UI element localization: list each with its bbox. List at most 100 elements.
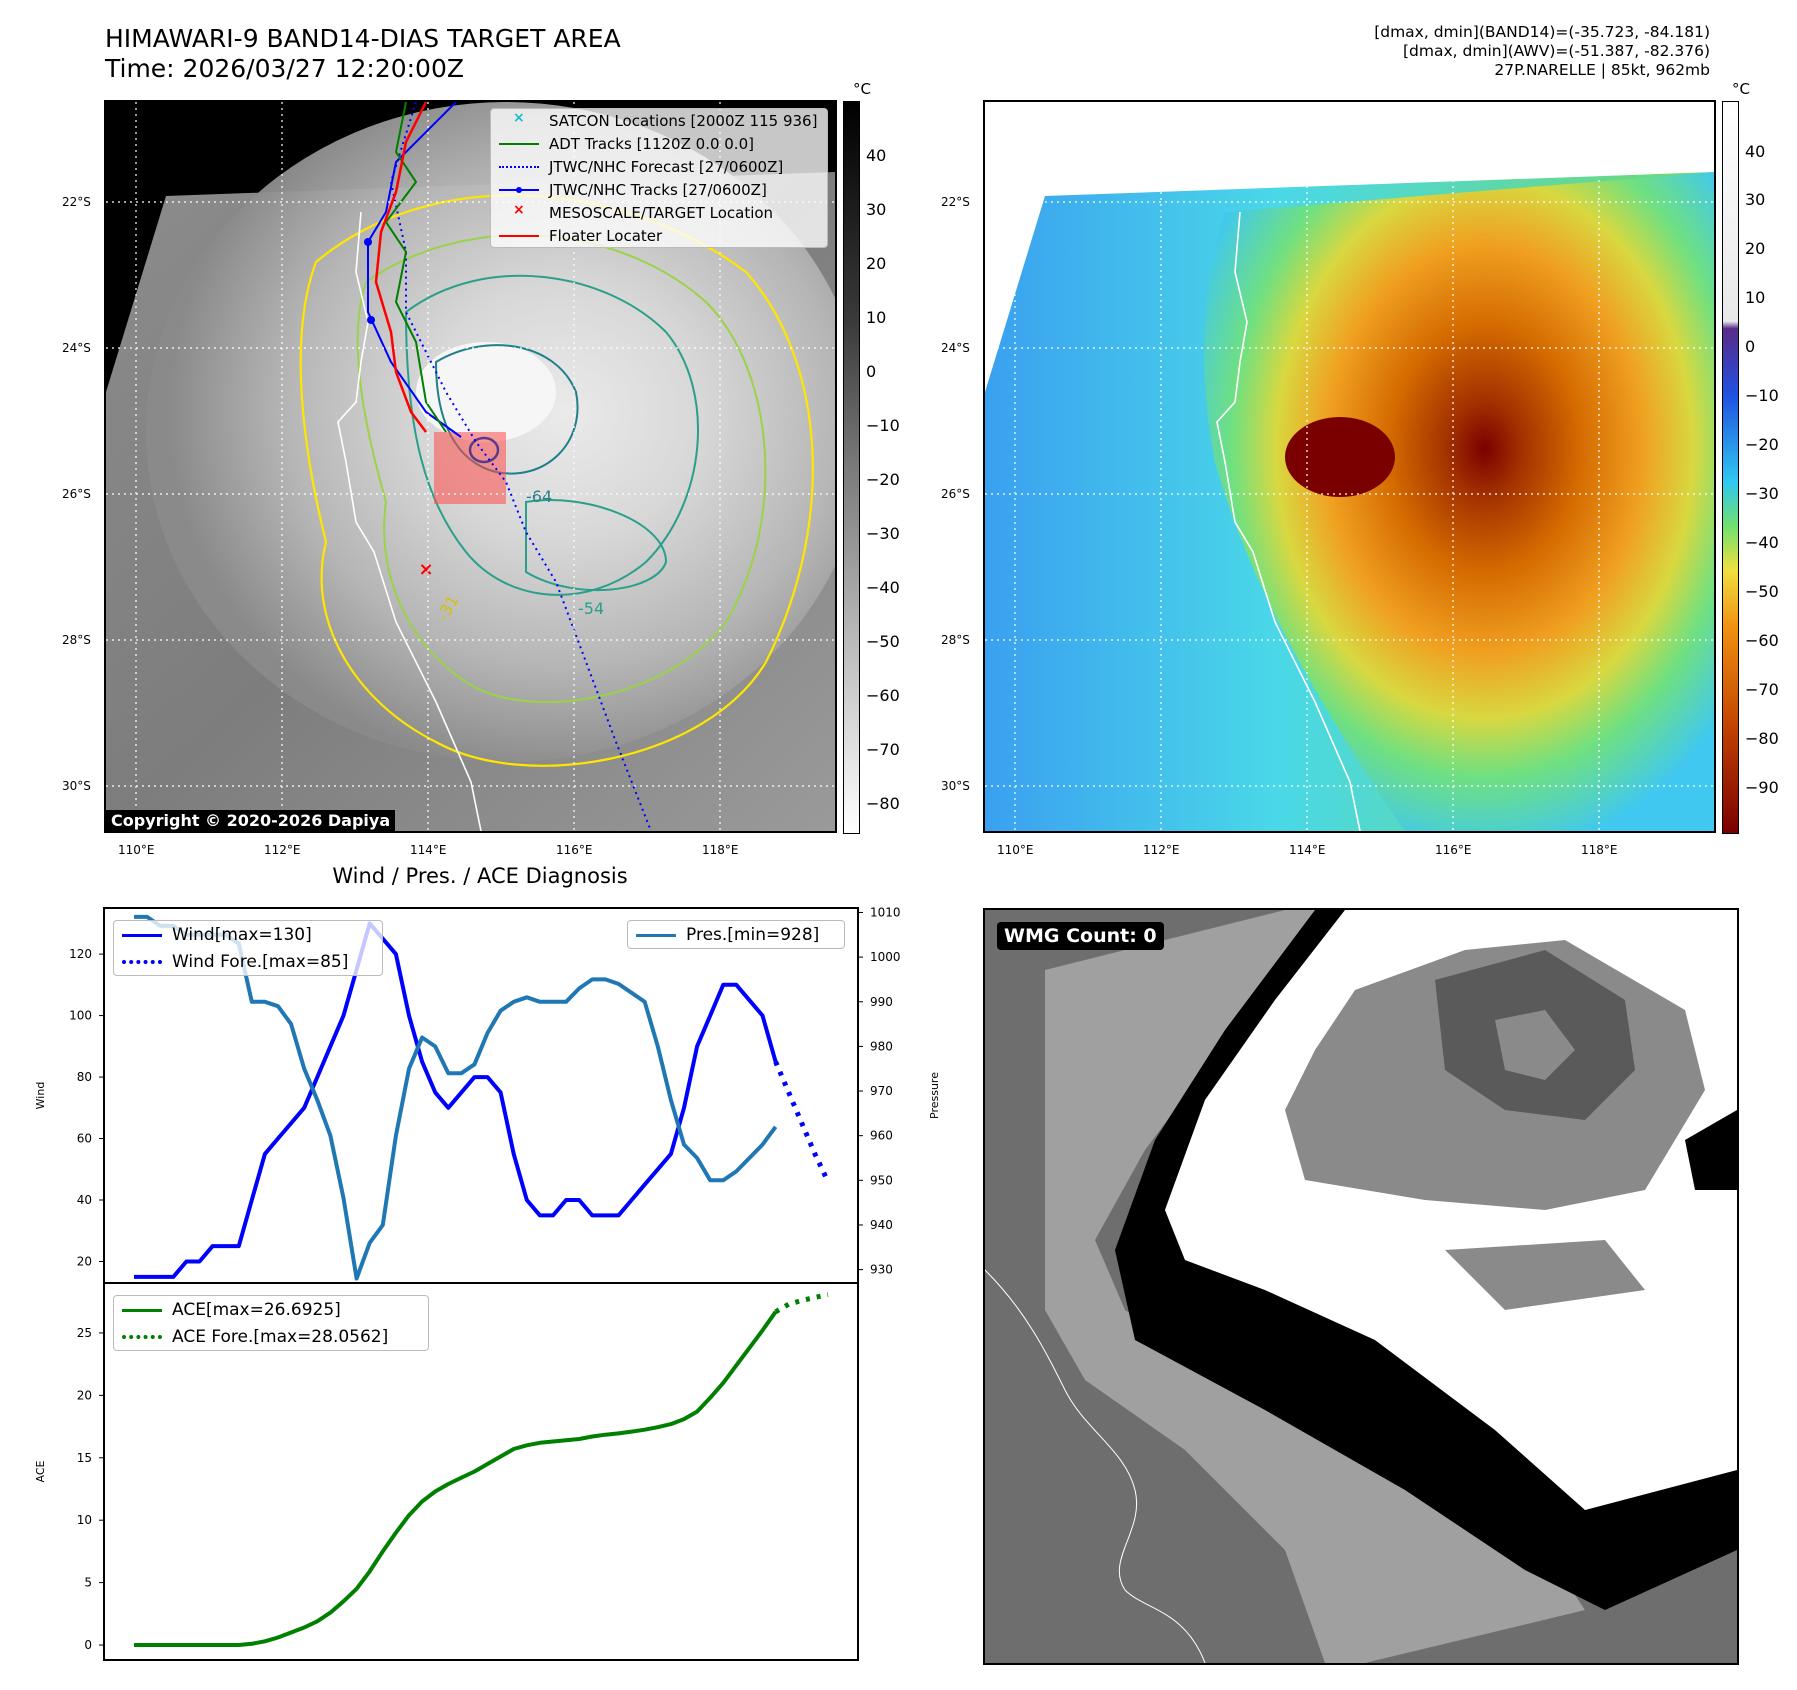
- legend-label: ADT Tracks [1120Z 0.0 0.0]: [549, 134, 754, 153]
- y-axis-label: ACE: [34, 1460, 47, 1482]
- legend-swatch: ×: [513, 109, 525, 126]
- lon-label: 110°E: [997, 843, 1034, 857]
- lat-label: 24°S: [62, 341, 91, 355]
- legend-swatch: [499, 160, 539, 174]
- color-map-svg: [985, 102, 1714, 831]
- wmg-class-black: [1115, 910, 1737, 1610]
- y-tick-label: 20: [77, 1254, 92, 1268]
- wind-legend: Wind[max=130] Wind Fore.[max=85]: [113, 920, 383, 976]
- jtwc-forecast-track: [389, 102, 652, 831]
- legend-item: JTWC/NHC Forecast [27/0600Z]: [491, 155, 827, 178]
- cb-tick: 20: [1745, 239, 1766, 258]
- legend-swatch: [122, 928, 162, 942]
- lat-label: 24°S: [941, 341, 970, 355]
- figure-title: HIMAWARI-9 BAND14-DIAS TARGET AREA Time:…: [105, 24, 621, 84]
- lon-label: 116°E: [1435, 843, 1472, 857]
- eye-contour: [468, 436, 500, 464]
- y2-tick-label: 930: [870, 1263, 893, 1277]
- jtwc-track: [367, 102, 462, 438]
- ir-grayscale-map: -64 -54 -31 × × SATCON Locations [2000Z 1…: [104, 100, 837, 833]
- jtwc-track-point: [367, 316, 375, 324]
- coastline: [985, 1269, 1206, 1663]
- cb-tick: 0: [866, 362, 877, 381]
- cb-tick: −10: [1745, 386, 1779, 405]
- legend-item: JTWC/NHC Tracks [27/0600Z]: [491, 178, 827, 201]
- y2-tick-label: 970: [870, 1084, 893, 1098]
- legend-item: ACE[max=26.6925]: [114, 1296, 428, 1323]
- ir-color-map: [983, 100, 1716, 833]
- cb-tick: −40: [866, 578, 900, 597]
- legend-swatch: [499, 137, 539, 151]
- info-line-3: 27P.NARELLE | 85kt, 962mb: [1494, 61, 1710, 79]
- legend-label: JTWC/NHC Tracks [27/0600Z]: [549, 180, 767, 199]
- legend-label: Wind[max=130]: [172, 924, 312, 945]
- legend-item: Pres.[min=928]: [628, 921, 844, 948]
- cb-tick: −80: [1745, 729, 1779, 748]
- cb-tick: −60: [1745, 631, 1779, 650]
- legend-swatch: [122, 955, 162, 969]
- cb-tick: 0: [1745, 337, 1756, 356]
- series-line-0: [134, 921, 778, 1279]
- cb-tick: 10: [1745, 288, 1766, 307]
- legend-label: Wind Fore.[max=85]: [172, 951, 349, 972]
- color-storm-field: [1204, 172, 1714, 831]
- info-line-2: [dmax, dmin](AWV)=(-51.387, -82.376): [1403, 42, 1710, 60]
- wmg-panel: WMG Count: 0: [983, 908, 1739, 1665]
- cb-tick: −70: [1745, 680, 1779, 699]
- contour-label-64: -64: [526, 487, 552, 506]
- y-tick-label: 40: [77, 1193, 92, 1207]
- color-colorbar: [1722, 101, 1739, 834]
- lon-label: 118°E: [702, 843, 739, 857]
- contour-label-54: -54: [578, 599, 604, 618]
- y2-tick-label: 1010: [870, 905, 901, 919]
- cb-tick: −70: [866, 740, 900, 759]
- ir-map-svg: -64 -54 -31 ×: [106, 102, 835, 831]
- jtwc-track-point: [364, 238, 372, 246]
- color-map-gridlines: [985, 102, 1714, 831]
- lat-label: 28°S: [941, 633, 970, 647]
- cb-tick: −30: [866, 524, 900, 543]
- series-line-0: [134, 1310, 778, 1647]
- cb-tick: −40: [1745, 533, 1779, 552]
- y2-tick-label: 940: [870, 1218, 893, 1232]
- y-tick-label: 20: [77, 1388, 92, 1402]
- legend-label: Pres.[min=928]: [686, 924, 820, 945]
- series-line-1: [773, 1060, 831, 1183]
- contour-green: [356, 234, 767, 703]
- coastline: [1216, 211, 1361, 831]
- legend-label: Floater Locater: [549, 226, 663, 245]
- legend-label: ACE[max=26.6925]: [172, 1299, 341, 1320]
- legend-item: Wind[max=130]: [114, 921, 382, 948]
- y2-tick-label: 1000: [870, 950, 901, 964]
- cb-tick: 40: [866, 146, 887, 165]
- y-tick-label: 25: [77, 1326, 92, 1340]
- y-tick-label: 15: [77, 1451, 92, 1465]
- cb-tick: −10: [866, 416, 900, 435]
- cb-tick: −50: [866, 632, 900, 651]
- lat-label: 28°S: [62, 633, 91, 647]
- cold-cloud-core: [416, 342, 556, 442]
- diagnosis-title: Wind / Pres. / ACE Diagnosis: [332, 864, 628, 888]
- y-tick-label: 60: [77, 1132, 92, 1146]
- legend-swatch: [122, 1303, 162, 1317]
- wmg-eye-region: [1495, 1010, 1575, 1080]
- legend-item: × SATCON Locations [2000Z 115 936]: [491, 109, 827, 132]
- y2-tick-label: 960: [870, 1129, 893, 1143]
- legend-swatch: [122, 1330, 162, 1344]
- lon-label: 114°E: [410, 843, 447, 857]
- cb-tick: 30: [866, 200, 887, 219]
- y-tick-label: 120: [69, 947, 92, 961]
- cb-tick: −30: [1745, 484, 1779, 503]
- lat-label: 26°S: [941, 487, 970, 501]
- title-line-1: HIMAWARI-9 BAND14-DIAS TARGET AREA: [105, 24, 621, 53]
- y-tick-label: 100: [69, 1009, 92, 1023]
- legend-swatch: [499, 183, 539, 197]
- floater-locator-track: [374, 102, 428, 433]
- legend-item: ACE Fore.[max=28.0562]: [114, 1323, 428, 1350]
- wmg-count-label: WMG Count: 0: [997, 922, 1164, 950]
- y2-tick-label: 990: [870, 995, 893, 1009]
- wmg-class-light: [1045, 910, 1585, 1663]
- y-tick-label: 10: [77, 1513, 92, 1527]
- info-line-1: [dmax, dmin](BAND14)=(-35.723, -84.181): [1374, 23, 1710, 41]
- wmg-class-black: [1685, 1110, 1737, 1190]
